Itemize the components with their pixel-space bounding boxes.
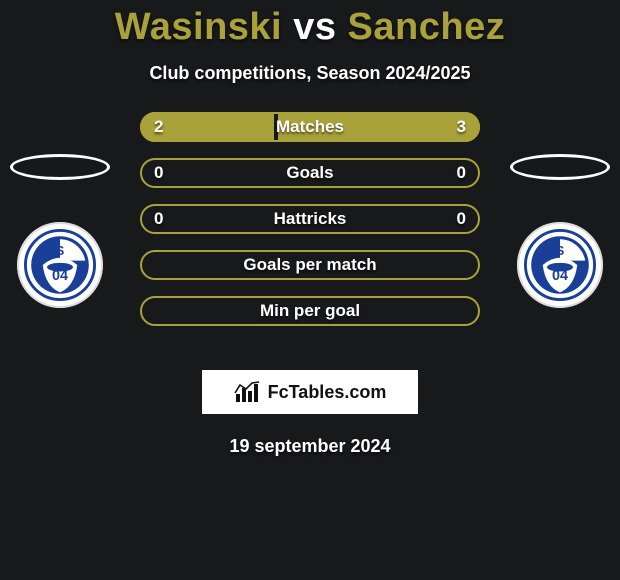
club-left-crest: S 04 [17, 222, 103, 308]
svg-text:S: S [556, 243, 565, 258]
schalke-crest-icon: S 04 [524, 229, 596, 301]
stat-bar: Hattricks 0 0 [140, 204, 480, 234]
brand-text: FcTables.com [268, 382, 387, 403]
stat-bar-label: Hattricks [274, 209, 347, 229]
stat-bar: Min per goal [140, 296, 480, 326]
stat-bar-value-left: 2 [154, 117, 163, 137]
stat-bar-value-right: 0 [457, 209, 466, 229]
club-left: S 04 [10, 154, 110, 308]
title-player-right: Sanchez [348, 6, 506, 48]
stat-bar-value-left: 0 [154, 209, 163, 229]
bar-chart-icon [234, 380, 262, 404]
stat-bar: Matches 2 3 [140, 112, 480, 142]
stat-bar-value-right: 3 [457, 117, 466, 137]
title-player-left: Wasinski [115, 6, 282, 48]
stat-bars: Matches 2 3 Goals 0 0 Hattricks 0 0 Goals per mat… [140, 112, 480, 342]
title-vs: vs [293, 6, 336, 48]
stat-bar-label: Matches [276, 117, 344, 137]
brand-box: FcTables.com [202, 370, 418, 414]
comparison-arena: S 04 S 04 Matches23Goals00Hattricks00Goa… [0, 112, 620, 362]
svg-text:S: S [56, 243, 65, 258]
club-right-shadow [510, 154, 610, 180]
stat-bar-label: Goals [286, 163, 333, 183]
stat-bar-value-left: 0 [154, 163, 163, 183]
page-title: Wasinski vs Sanchez [0, 0, 620, 49]
page-subtitle: Club competitions, Season 2024/2025 [0, 63, 620, 84]
stat-bar-label: Min per goal [260, 301, 360, 321]
club-left-shadow [10, 154, 110, 180]
stat-bar-label: Goals per match [243, 255, 376, 275]
club-right-crest: S 04 [517, 222, 603, 308]
stat-bar: Goals 0 0 [140, 158, 480, 188]
club-right: S 04 [510, 154, 610, 308]
footer-date: 19 september 2024 [0, 436, 620, 457]
stat-bar: Goals per match [140, 250, 480, 280]
stat-bar-value-right: 0 [457, 163, 466, 183]
schalke-crest-icon: S 04 [24, 229, 96, 301]
